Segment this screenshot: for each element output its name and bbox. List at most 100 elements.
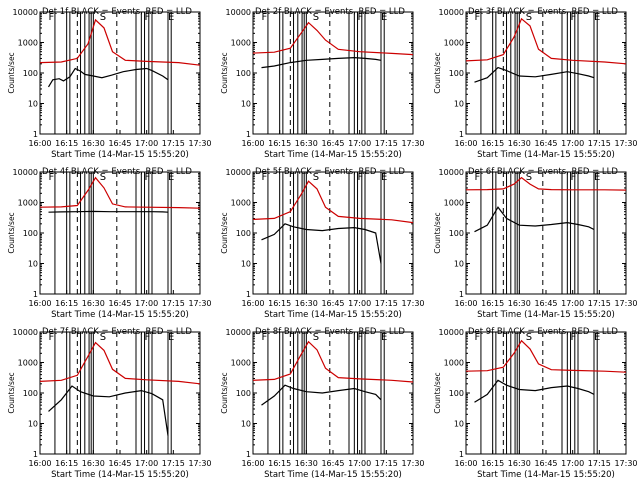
y-tick-label: 10000 [439, 168, 464, 177]
x-tick-label: 16:30 [82, 139, 105, 148]
x-axis-label: Start Time (14-Mar-15 15:55:20) [51, 470, 189, 480]
x-tick-label: 16:45 [534, 299, 557, 308]
marker-label: S [526, 172, 532, 183]
y-tick-label: 1000 [444, 359, 464, 368]
lld-series-line [39, 176, 201, 209]
y-tick-label: 1 [459, 290, 464, 299]
events-series-line [261, 56, 382, 69]
x-tick-label: 16:30 [295, 459, 318, 468]
y-axis-label: Counts/sec [220, 52, 229, 93]
x-tick-label: 16:00 [454, 459, 477, 468]
y-tick-label: 1 [459, 450, 464, 459]
marker-label: S [100, 12, 106, 23]
events-series-line [47, 67, 169, 88]
y-axis-label: Counts/sec [7, 52, 16, 93]
lld-series-line [465, 339, 627, 373]
y-tick-label: 100 [449, 229, 464, 238]
marker-label: E [594, 12, 600, 23]
x-axis-label: Start Time (14-Mar-15 15:55:20) [477, 470, 615, 480]
y-axis-label: Counts/sec [433, 212, 442, 253]
marker-label: F [49, 12, 55, 23]
y-tick-label: 100 [449, 389, 464, 398]
x-tick-label: 16:15 [481, 459, 504, 468]
x-tick-label: 16:30 [295, 139, 318, 148]
lld-series-line [39, 341, 201, 385]
x-tick-label: 16:45 [108, 139, 131, 148]
x-tick-label: 17:15 [588, 459, 611, 468]
plot-frame [465, 331, 627, 455]
events-series-line [48, 210, 169, 213]
marker-label: F [571, 332, 577, 343]
marker-label: F [571, 172, 577, 183]
y-tick-label: 1000 [444, 39, 464, 48]
marker-label: F [475, 172, 481, 183]
marker-label: F [571, 12, 577, 23]
x-tick-label: 17:15 [162, 459, 185, 468]
x-tick-label: 16:45 [108, 459, 131, 468]
x-tick-label: 17:00 [561, 459, 584, 468]
x-tick-label: 16:00 [454, 299, 477, 308]
y-tick-label: 1 [246, 450, 251, 459]
y-tick-label: 10000 [13, 328, 38, 337]
marker-label: F [145, 172, 151, 183]
x-axis-label: Start Time (14-Mar-15 15:55:20) [477, 310, 615, 320]
marker-label: F [262, 12, 268, 23]
events-series-line [474, 206, 595, 233]
marker-label: F [49, 332, 55, 343]
marker-label: F [262, 332, 268, 343]
x-tick-label: 17:30 [188, 299, 211, 308]
x-tick-label: 17:00 [135, 139, 158, 148]
x-tick-label: 17:30 [401, 459, 424, 468]
plot-frame [39, 171, 201, 295]
marker-label: E [168, 12, 174, 23]
y-tick-label: 1 [33, 290, 38, 299]
plot-frame [252, 171, 414, 295]
x-tick-label: 16:15 [55, 299, 78, 308]
y-tick-label: 100 [236, 389, 251, 398]
marker-label: S [313, 172, 319, 183]
x-tick-label: 16:15 [55, 459, 78, 468]
x-tick-label: 16:30 [508, 139, 531, 148]
y-axis-label: Counts/sec [433, 52, 442, 93]
y-tick-label: 1 [246, 130, 251, 139]
marker-label: S [313, 332, 319, 343]
lld-series-line [252, 340, 414, 383]
y-tick-label: 10 [28, 420, 38, 429]
y-tick-label: 1 [33, 130, 38, 139]
y-tick-label: 10 [241, 420, 251, 429]
y-tick-label: 1000 [18, 199, 38, 208]
y-tick-label: 10000 [13, 8, 38, 17]
x-axis-label: Start Time (14-Mar-15 15:55:20) [477, 150, 615, 160]
marker-label: E [594, 332, 600, 343]
plot-frame [252, 11, 414, 135]
y-tick-label: 10 [454, 100, 464, 109]
x-tick-label: 16:30 [508, 299, 531, 308]
marker-label: S [100, 172, 106, 183]
x-tick-label: 17:30 [614, 139, 637, 148]
y-tick-label: 10 [454, 420, 464, 429]
x-axis-label: Start Time (14-Mar-15 15:55:20) [51, 310, 189, 320]
x-tick-label: 16:00 [28, 139, 51, 148]
x-tick-label: 17:15 [588, 299, 611, 308]
x-tick-label: 16:45 [534, 139, 557, 148]
lld-series-line [39, 18, 201, 66]
x-tick-label: 16:45 [108, 299, 131, 308]
x-tick-label: 17:00 [135, 299, 158, 308]
events-series-line [474, 379, 595, 403]
y-tick-label: 10000 [226, 168, 251, 177]
x-tick-label: 17:00 [561, 139, 584, 148]
x-tick-label: 16:00 [241, 299, 264, 308]
x-tick-label: 17:15 [588, 139, 611, 148]
x-tick-label: 17:15 [162, 139, 185, 148]
marker-label: F [358, 12, 364, 23]
marker-label: F [145, 332, 151, 343]
x-tick-label: 17:30 [188, 459, 211, 468]
x-axis-label: Start Time (14-Mar-15 15:55:20) [51, 150, 189, 160]
x-tick-label: 17:15 [162, 299, 185, 308]
x-tick-label: 17:00 [135, 459, 158, 468]
